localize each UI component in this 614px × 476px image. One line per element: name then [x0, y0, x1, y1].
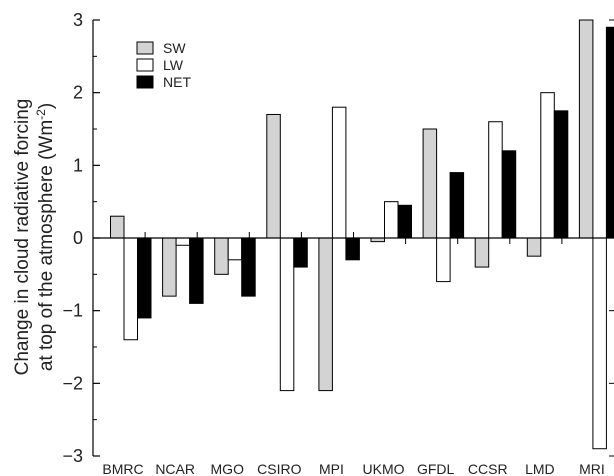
y-tick-label: −1 [62, 301, 83, 321]
y-tick-label: 2 [73, 83, 83, 103]
bar-net-mpi [345, 237, 360, 261]
bar-sw-lmd [526, 237, 542, 257]
y-tick-label: −3 [62, 446, 83, 466]
legend-swatch-lw [136, 58, 154, 72]
bar-sw-mpi [318, 237, 333, 392]
bar-lw-mri [592, 237, 607, 450]
y-axis-label-line2-text: at top of the atmosphere (Wm [36, 120, 57, 371]
bar-lw-mpi [331, 106, 347, 239]
x-tick-label: UKMO [363, 461, 405, 476]
bar-lw-ukmo [384, 201, 399, 239]
bar-lw-mgo [227, 237, 243, 261]
legend-label-lw: LW [163, 57, 184, 73]
legend-swatch-net [136, 75, 154, 89]
x-tick-label: LMD [525, 461, 555, 476]
x-tick-label: MRI [579, 461, 605, 476]
axes-group: 3 2 1 0 −1 −2 −3 BMRC NCAR MGO CSIRO MPI UKMO GFDL CCS… [62, 10, 614, 476]
y-axis-label-line2: at top of the atmosphere (Wm-2) [34, 103, 57, 371]
bar-net-mgo [241, 237, 256, 297]
bar-lw-lmd [540, 92, 555, 239]
bar-sw-bmrc [110, 215, 125, 239]
x-tick-label: BMRC [102, 461, 143, 476]
y-tick-label: 3 [73, 10, 83, 30]
bar-net-ccsr [501, 150, 517, 239]
bar-net-bmrc [137, 237, 152, 319]
bar-lw-gfdl [436, 237, 451, 283]
legend-label-net: NET [163, 74, 191, 90]
y-axis-label-close: ) [36, 103, 57, 109]
bar-sw-mgo [214, 237, 229, 275]
bar-net-csiro [293, 237, 308, 268]
bar-lw-ccsr [488, 121, 503, 239]
x-tick-label: MPI [319, 461, 344, 476]
bar-net-ncar [189, 237, 204, 304]
bar-sw-gfdl [422, 128, 438, 239]
bar-net-ukmo [397, 204, 412, 239]
y-axis-label-superscript: -2 [34, 109, 48, 120]
x-tick-label: MGO [211, 461, 245, 476]
bar-net-gfdl [449, 172, 465, 239]
bar-sw-ncar [162, 237, 177, 297]
y-tick-label: 0 [73, 228, 83, 248]
x-tick-label: NCAR [155, 461, 195, 476]
y-axis-label: Change in cloud radiative forcing at top… [12, 99, 57, 376]
bar-net-lmd [553, 110, 569, 239]
y-tick-label: −2 [62, 373, 83, 393]
legend-swatch-sw [136, 41, 154, 55]
bar-sw-mri [578, 19, 594, 239]
bar-lw-csiro [279, 237, 295, 392]
x-tick-label: CSIRO [257, 461, 301, 476]
bar-sw-ccsr [474, 237, 490, 268]
bars-group [110, 19, 614, 450]
bar-lw-ncar [175, 237, 191, 246]
bar-net-mri [605, 26, 614, 239]
y-axis-label-line1: Change in cloud radiative forcing [12, 99, 33, 376]
x-tick-label: CCSR [468, 461, 508, 476]
y-tick-label: 1 [73, 155, 83, 175]
legend-label-sw: SW [163, 40, 186, 56]
bar-sw-csiro [266, 113, 281, 239]
bar-lw-bmrc [123, 237, 138, 341]
x-tick-label: GFDL [417, 461, 455, 476]
